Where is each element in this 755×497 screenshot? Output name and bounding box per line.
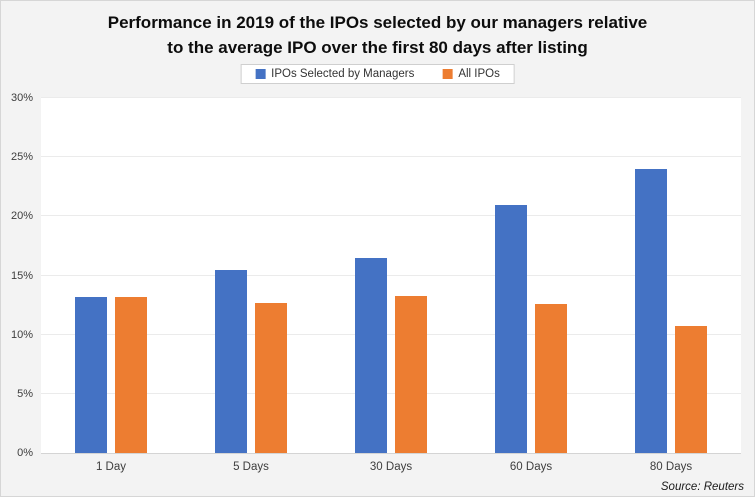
bar-ipos-selected xyxy=(75,296,107,453)
gridline xyxy=(41,215,741,217)
x-axis-label: 5 Days xyxy=(233,461,269,473)
x-axis-label: 80 Days xyxy=(649,461,693,473)
gridline xyxy=(41,97,741,98)
y-tick-label: 0% xyxy=(17,447,33,459)
chart-title-line1: Performance in 2019 of the IPOs selected… xyxy=(107,13,648,32)
legend-label: All IPOs xyxy=(458,68,500,80)
chart-title: Performance in 2019 of the IPOs selected… xyxy=(1,1,754,60)
category-band xyxy=(181,98,321,453)
source-note: Source: Reuters xyxy=(660,481,744,493)
x-axis-label: 1 Day xyxy=(95,461,127,473)
plot-area xyxy=(41,97,741,454)
x-axis-label: 60 Days xyxy=(509,461,553,473)
legend-item-0: IPOs Selected by Managers xyxy=(255,68,414,80)
x-axis-label: 30 Days xyxy=(369,461,413,473)
bar-ipos-selected xyxy=(215,269,247,453)
category-band xyxy=(601,98,741,453)
category-band xyxy=(461,98,601,453)
bar-all-ipos xyxy=(535,303,567,453)
gridline xyxy=(41,156,741,158)
y-tick-label: 20% xyxy=(10,210,33,223)
legend-label: IPOs Selected by Managers xyxy=(271,68,415,80)
gridline xyxy=(41,274,741,276)
category-band xyxy=(41,98,181,453)
y-axis: 0% 5% 10% 15% 20% 25% 30% xyxy=(1,92,36,459)
y-tick-label: 15% xyxy=(10,269,33,282)
bar-all-ipos xyxy=(255,302,287,453)
y-tick-label: 25% xyxy=(10,151,33,164)
bar-ipos-selected xyxy=(495,204,527,453)
gridline xyxy=(41,333,741,335)
bar-all-ipos xyxy=(675,326,707,453)
legend-swatch-icon xyxy=(442,69,453,79)
bar-all-ipos xyxy=(115,296,147,453)
x-axis: 1 Day 5 Days 30 Days 60 Days 80 Days xyxy=(41,453,741,481)
category-band xyxy=(321,98,461,453)
y-tick-label: 10% xyxy=(10,328,33,341)
gridline xyxy=(41,392,741,394)
y-tick-label: 30% xyxy=(10,92,33,104)
legend: IPOs Selected by Managers All IPOs xyxy=(240,64,515,84)
bar-all-ipos xyxy=(395,295,427,453)
bar-ipos-selected xyxy=(355,257,387,453)
legend-item-1: All IPOs xyxy=(442,68,500,80)
chart-title-line2: to the average IPO over the first 80 day… xyxy=(167,37,588,57)
bar-ipos-selected xyxy=(635,169,667,453)
legend-swatch-icon xyxy=(255,69,266,79)
y-tick-label: 5% xyxy=(17,387,33,400)
